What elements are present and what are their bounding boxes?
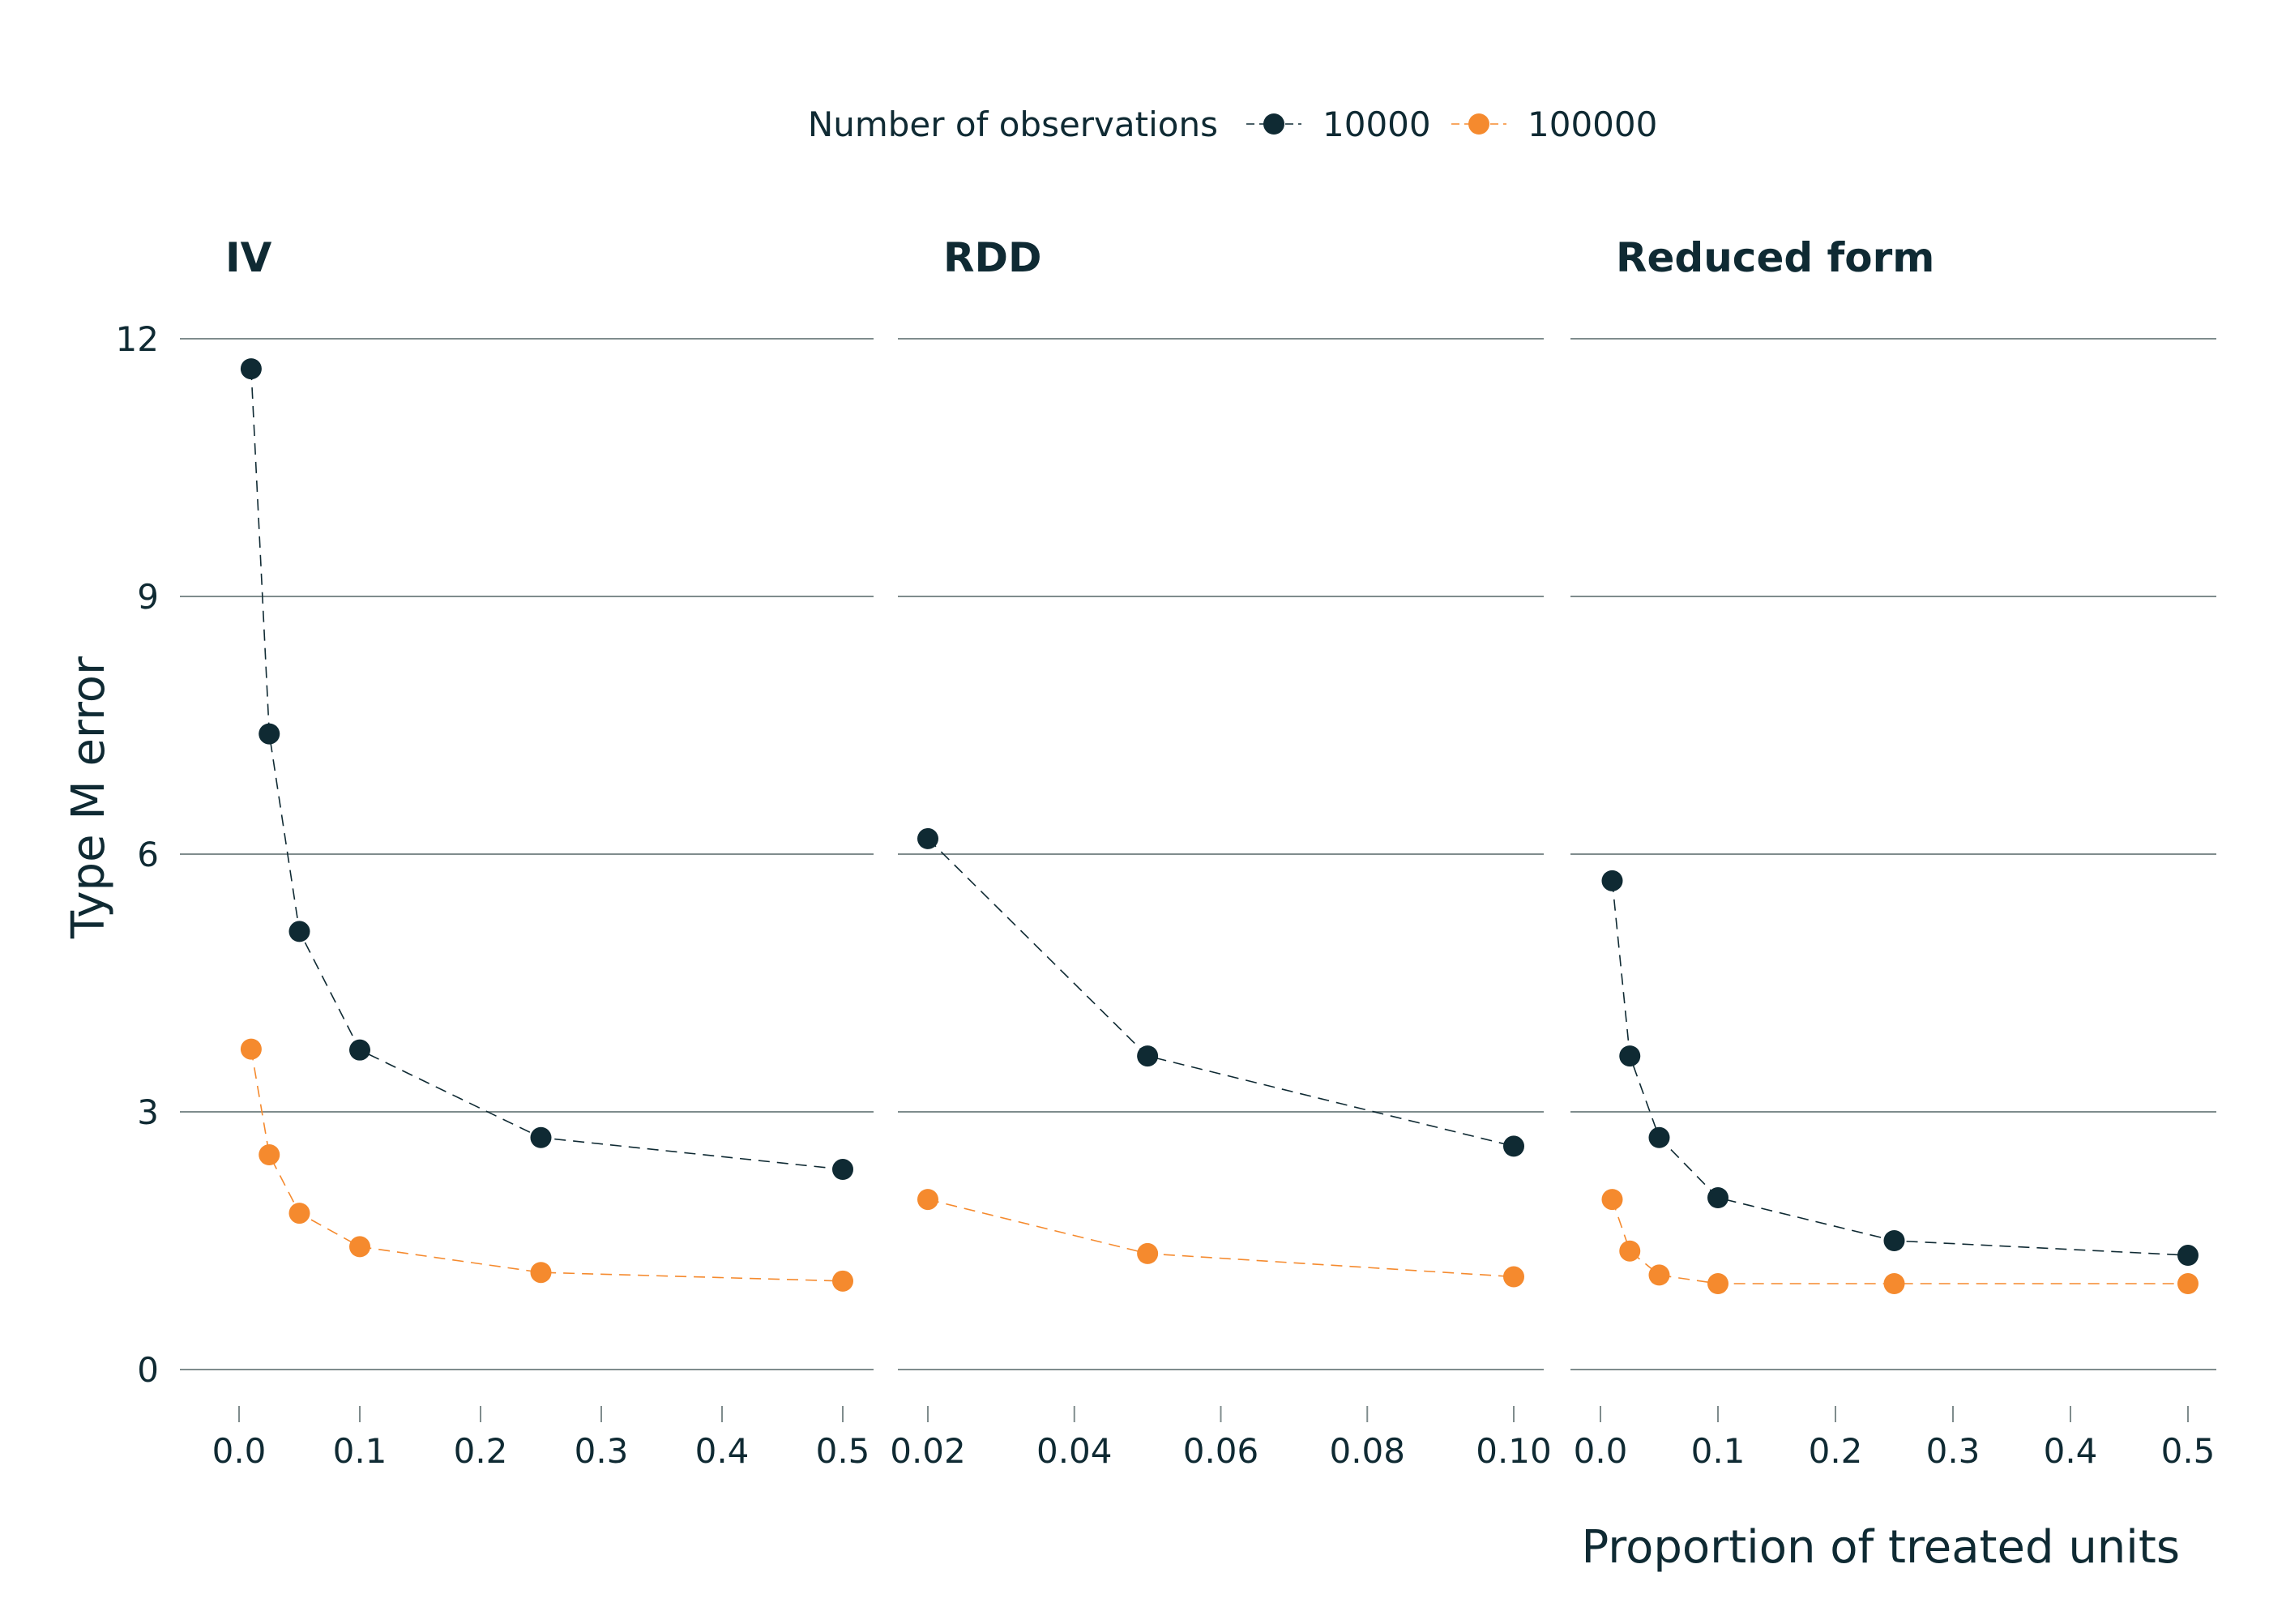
series-line-iv-100000 — [250, 1049, 844, 1282]
data-point-reduced-form-100000-1 — [1619, 1240, 1641, 1262]
legend-key-point-100000 — [1468, 113, 1489, 135]
x-tick-label-rdd-0-08: 0.08 — [1329, 1431, 1405, 1471]
data-point-iv-100000-2 — [288, 1203, 310, 1224]
x-tick-label-reduced-form-0-3: 0.3 — [1926, 1431, 1981, 1471]
data-point-iv-10000-0 — [240, 358, 262, 380]
data-point-reduced-form-10000-4 — [1883, 1230, 1905, 1251]
data-point-iv-100000-5 — [832, 1270, 853, 1292]
panel-title-rdd: RDD — [943, 234, 1042, 281]
data-point-rdd-10000-1 — [1137, 1045, 1159, 1067]
x-tick-label-iv-0-5: 0.5 — [816, 1431, 870, 1471]
data-point-reduced-form-10000-3 — [1707, 1187, 1728, 1208]
series-line-rdd-100000 — [927, 1199, 1515, 1278]
data-point-rdd-100000-0 — [917, 1189, 938, 1211]
legend-key-point-10000 — [1263, 113, 1284, 135]
x-tick-label-rdd-0-06: 0.06 — [1183, 1431, 1259, 1471]
x-tick-label-reduced-form-0-5: 0.5 — [2161, 1431, 2216, 1471]
data-point-reduced-form-100000-5 — [2177, 1273, 2198, 1294]
data-point-reduced-form-10000-1 — [1619, 1045, 1641, 1067]
legend-title: Number of observations — [808, 105, 1218, 144]
data-point-rdd-10000-2 — [1503, 1135, 1524, 1157]
x-tick-label-iv-0-3: 0.3 — [575, 1431, 629, 1471]
series-line-iv-10000 — [250, 369, 844, 1170]
y-tick-label-3: 3 — [137, 1092, 159, 1132]
data-point-iv-100000-0 — [240, 1038, 262, 1060]
x-tick-label-iv-0-1: 0.1 — [333, 1431, 387, 1471]
data-point-iv-10000-1 — [259, 723, 280, 745]
x-tick-label-reduced-form-0-1: 0.1 — [1691, 1431, 1746, 1471]
x-tick-label-iv-0-4: 0.4 — [695, 1431, 750, 1471]
x-tick-label-rdd-0-10: 0.10 — [1476, 1431, 1552, 1471]
panel-title-reduced-form: Reduced form — [1616, 234, 1934, 281]
data-point-rdd-10000-0 — [917, 827, 938, 849]
legend-label-10000: 10000 — [1323, 105, 1431, 144]
x-tick-label-iv-0-0: 0.0 — [212, 1431, 267, 1471]
series-line-rdd-10000 — [927, 838, 1515, 1147]
y-tick-label-0: 0 — [137, 1350, 159, 1390]
y-tick-label-12: 12 — [116, 319, 159, 359]
y-tick-label-9: 9 — [137, 577, 159, 617]
data-point-iv-10000-2 — [288, 921, 310, 942]
x-tick-label-iv-0-2: 0.2 — [454, 1431, 508, 1471]
data-point-reduced-form-10000-2 — [1648, 1126, 1670, 1148]
data-point-rdd-100000-2 — [1503, 1266, 1524, 1288]
data-point-iv-100000-3 — [349, 1236, 370, 1258]
data-point-reduced-form-10000-5 — [2177, 1245, 2198, 1267]
data-point-reduced-form-10000-0 — [1601, 870, 1623, 891]
x-axis-title: Proportion of treated units — [1582, 1521, 2180, 1574]
x-tick-label-rdd-0-02: 0.02 — [890, 1431, 966, 1471]
x-tick-label-reduced-form-0-0: 0.0 — [1574, 1431, 1628, 1471]
y-tick-label-6: 6 — [137, 835, 159, 874]
data-point-reduced-form-100000-4 — [1883, 1273, 1905, 1294]
y-axis-title: Type M error — [62, 656, 115, 939]
data-point-iv-100000-4 — [530, 1262, 552, 1284]
data-point-iv-10000-3 — [349, 1039, 370, 1061]
data-point-iv-10000-4 — [530, 1126, 552, 1148]
x-tick-label-reduced-form-0-4: 0.4 — [2044, 1431, 2098, 1471]
series-line-reduced-form-10000 — [1611, 880, 2189, 1256]
x-tick-label-rdd-0-04: 0.04 — [1036, 1431, 1113, 1471]
panel-title-iv: IV — [225, 234, 272, 281]
data-point-reduced-form-100000-2 — [1648, 1264, 1670, 1286]
data-point-reduced-form-100000-0 — [1601, 1189, 1623, 1211]
x-tick-label-reduced-form-0-2: 0.2 — [1809, 1431, 1863, 1471]
data-point-rdd-100000-1 — [1137, 1242, 1159, 1264]
data-point-reduced-form-100000-3 — [1707, 1273, 1728, 1294]
legend-label-100000: 100000 — [1528, 105, 1657, 144]
data-point-iv-10000-5 — [832, 1159, 853, 1181]
data-point-iv-100000-1 — [259, 1144, 280, 1165]
